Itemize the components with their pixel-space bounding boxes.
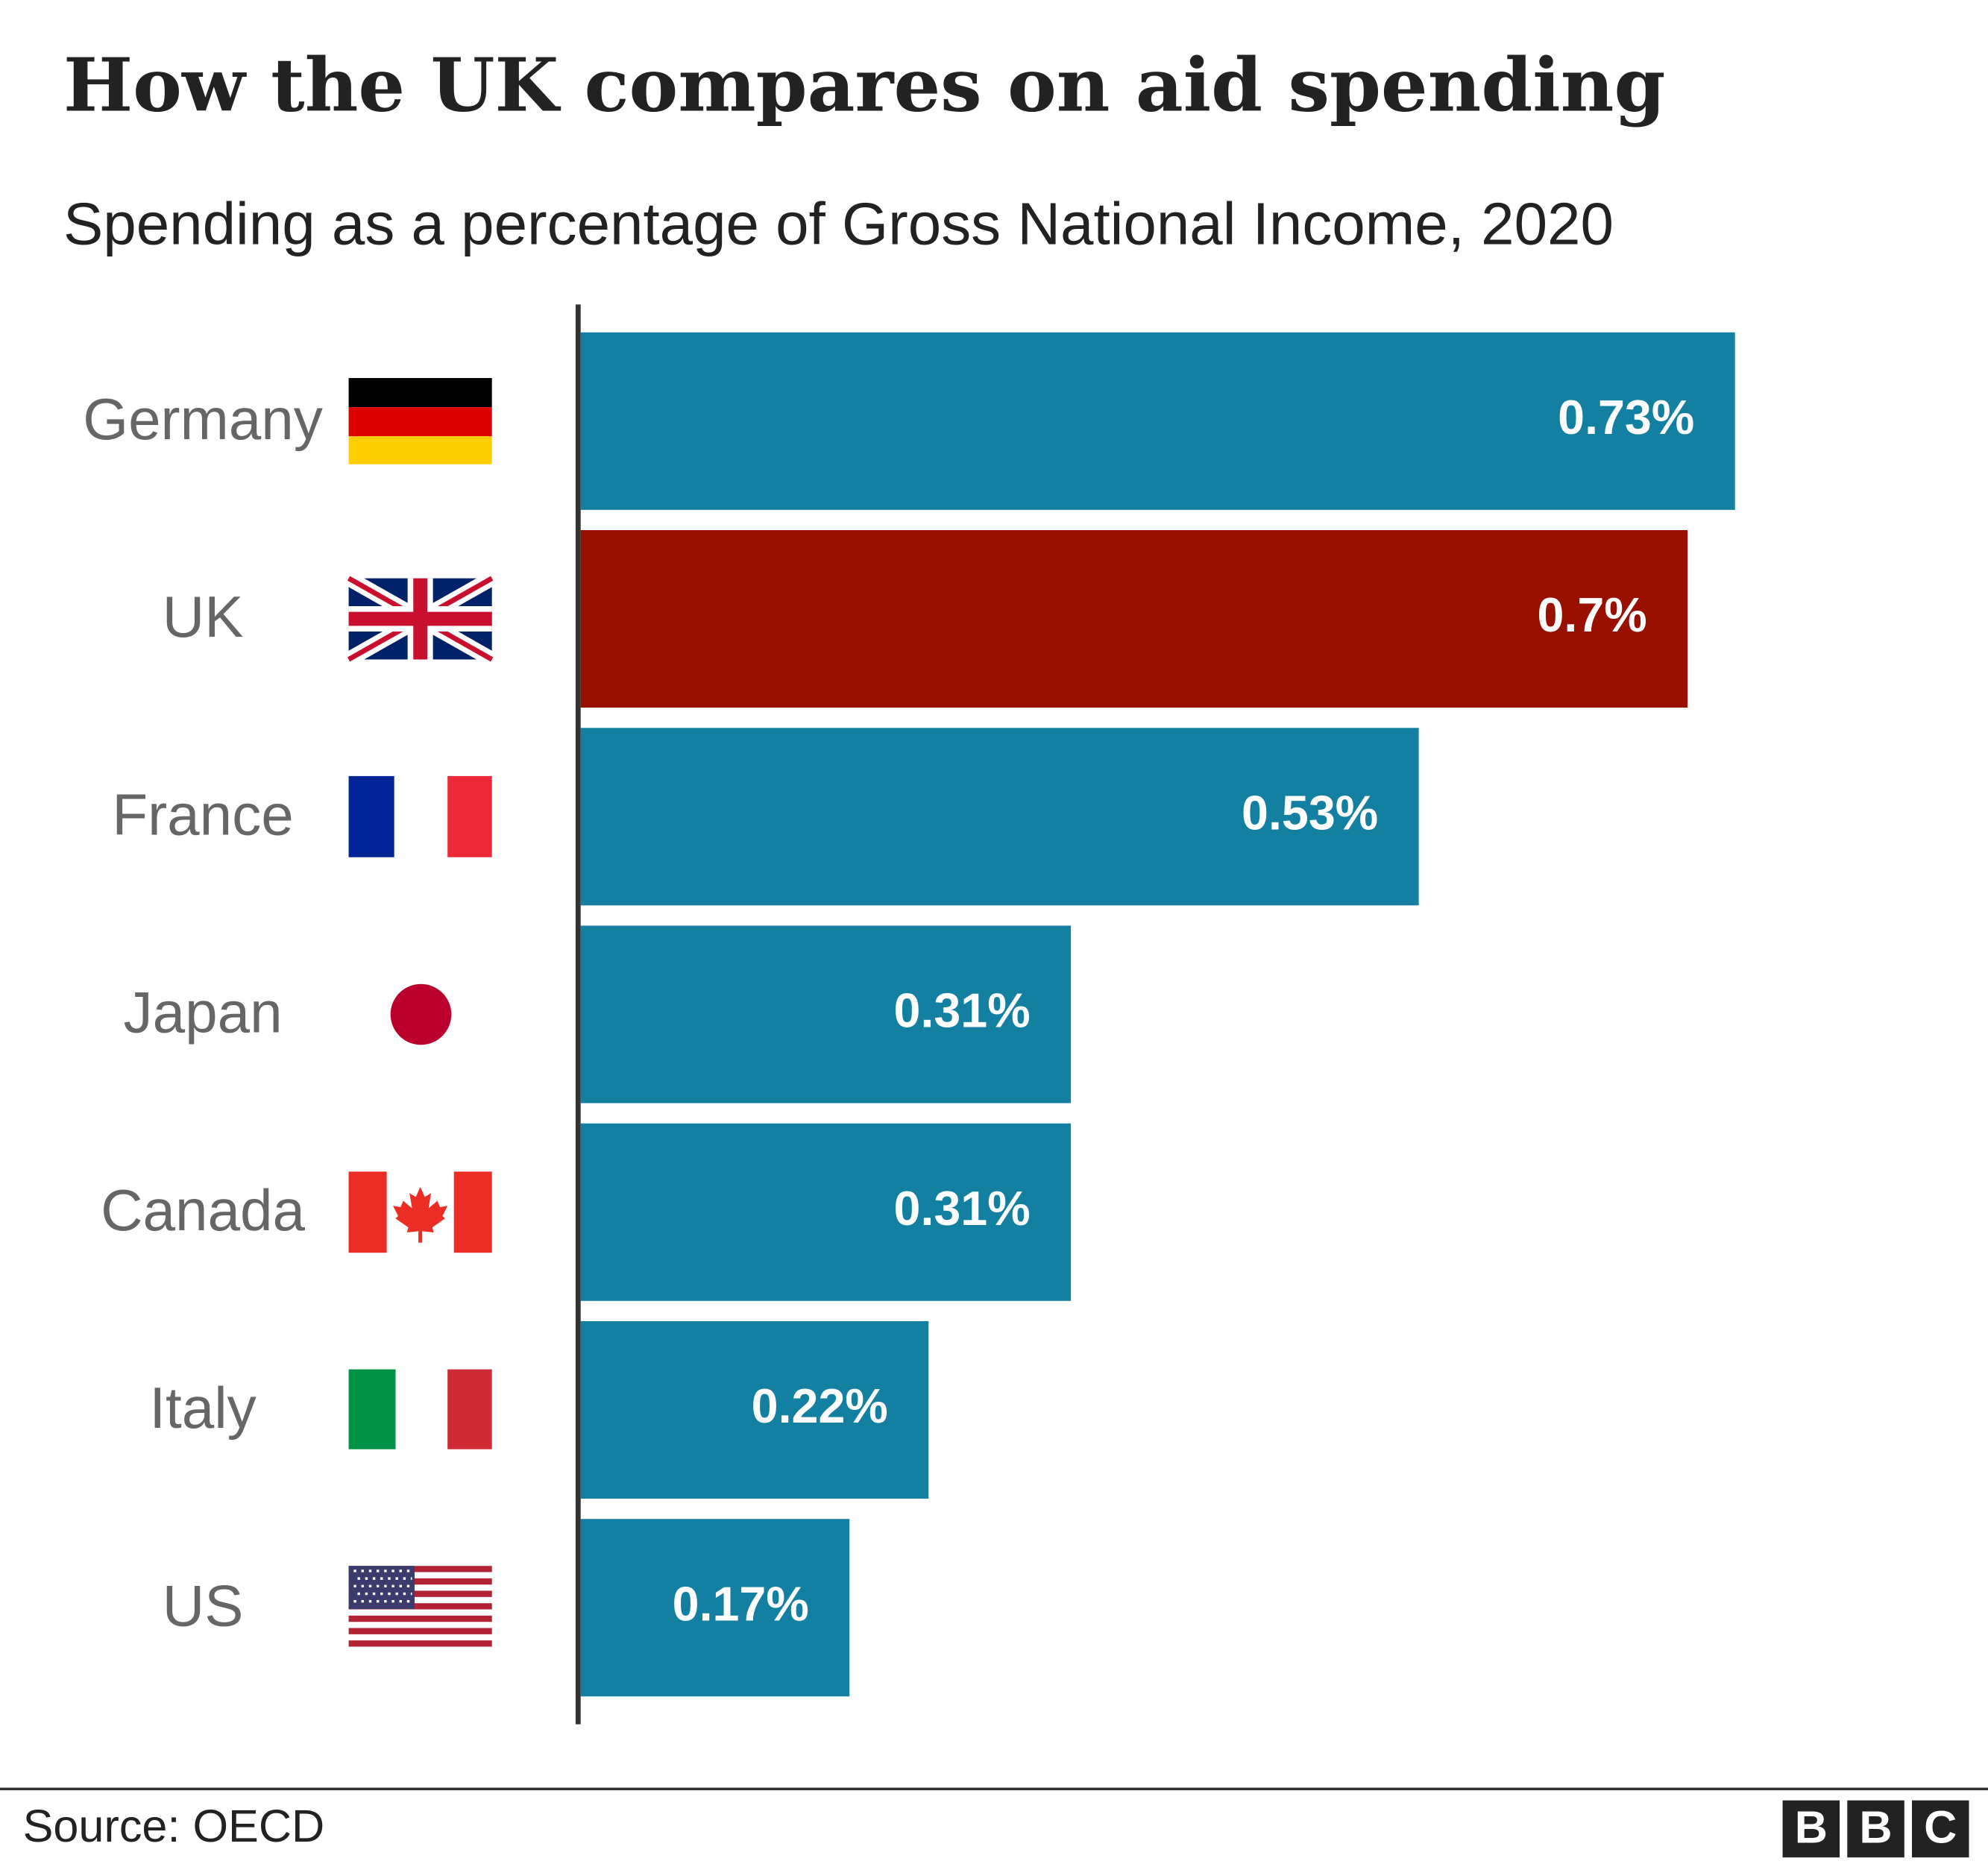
bar — [580, 1519, 850, 1697]
value-label: 0.22% — [752, 1379, 888, 1433]
flag-italy — [348, 1369, 492, 1449]
logo-letter: C — [1924, 1802, 1957, 1853]
logo-letter: B — [1795, 1802, 1828, 1853]
bar — [580, 1123, 1072, 1301]
bar — [580, 728, 1419, 906]
flag-canada — [348, 1171, 492, 1253]
value-label: 0.7% — [1537, 588, 1646, 642]
flag-france — [348, 775, 492, 857]
bar — [580, 925, 1072, 1103]
source: Source: OECD — [23, 1801, 325, 1851]
bar — [580, 1320, 929, 1499]
flags — [345, 377, 496, 1647]
value-label: 0.17% — [673, 1577, 809, 1631]
category-label: France — [112, 781, 293, 847]
value-label: 0.73% — [1558, 391, 1694, 444]
category-label: UK — [163, 584, 244, 649]
logo-letter: B — [1859, 1802, 1892, 1853]
value-label: 0.31% — [894, 984, 1031, 1038]
flag-japan — [390, 983, 452, 1045]
logo-box — [1911, 1800, 1969, 1858]
category-label: Canada — [101, 1177, 305, 1243]
chart-title: How the UK compares on aid spending — [63, 42, 1665, 129]
logo-box — [1847, 1800, 1904, 1858]
bar — [580, 530, 1688, 708]
chart-subtitle: Spending as a percentage of Gross Nation… — [63, 190, 1614, 256]
flag-us — [348, 1566, 492, 1647]
category-label: Italy — [149, 1375, 256, 1440]
category-label: Germany — [83, 386, 323, 452]
category-label: Japan — [124, 980, 283, 1045]
bar — [580, 332, 1735, 510]
value-label: 0.31% — [894, 1182, 1031, 1235]
category-label: US — [163, 1572, 244, 1638]
flag-germany — [348, 377, 492, 465]
logo-box — [1782, 1800, 1840, 1858]
value-label: 0.53% — [1242, 786, 1378, 840]
flag-uk — [345, 571, 496, 667]
